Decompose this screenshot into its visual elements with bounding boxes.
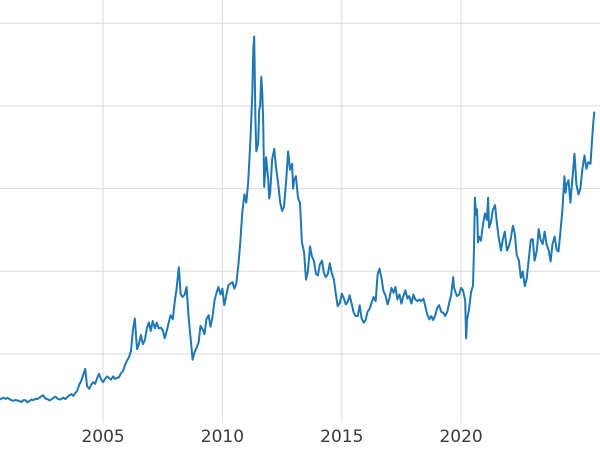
grid-layer: [0, 0, 600, 423]
price-line-series: [0, 35, 596, 404]
x-tick-label: 2015: [320, 427, 363, 447]
x-tick-label: 2010: [201, 427, 244, 447]
x-tick-label: 2005: [81, 427, 124, 447]
x-tick-label: 2020: [439, 427, 482, 447]
x-axis-tick-labels: 2005 2010 2015 2020: [81, 427, 482, 447]
